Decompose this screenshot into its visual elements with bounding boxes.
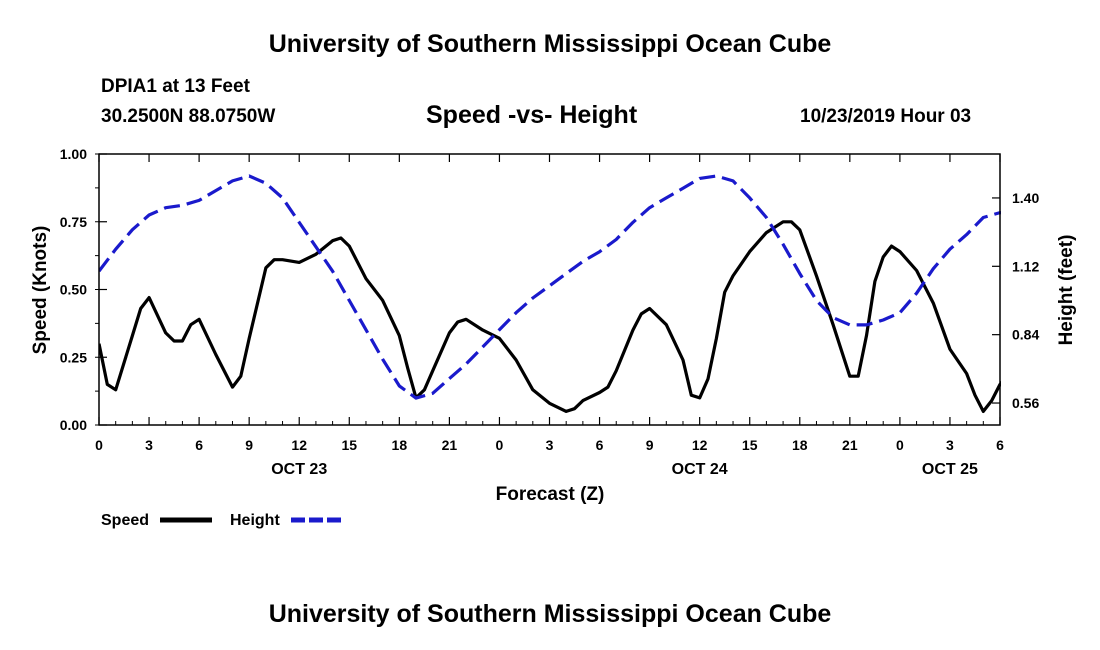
- y-tick-label: 0.00: [60, 417, 87, 433]
- x-tick-label: 9: [245, 437, 253, 453]
- x-tick-label: 6: [596, 437, 604, 453]
- footer-title: University of Southern Mississippi Ocean…: [268, 600, 832, 628]
- x-tick-label: 3: [946, 437, 954, 453]
- x-tick-label: 12: [291, 437, 307, 453]
- y-axis-label: Speed (Knots): [30, 226, 51, 355]
- x-day-label: OCT 24: [672, 461, 728, 478]
- x-tick-label: 18: [392, 437, 408, 453]
- x-tick-label: 3: [145, 437, 153, 453]
- y2-tick-label: 1.40: [1012, 190, 1039, 206]
- station-coordinates: 30.2500N 88.0750W: [101, 106, 276, 127]
- x-tick-label: 0: [896, 437, 904, 453]
- header-title: University of Southern Mississippi Ocean…: [268, 30, 832, 58]
- y2-axis-label: Height (feet): [1056, 235, 1077, 346]
- y-tick-label: 0.50: [60, 282, 87, 298]
- axes: 0 3 6 9 12 15 18 21 0 3 6 9 12 15 18 21 0 3 6 OCT 23 OCT 24 O…: [60, 146, 1040, 478]
- x-tick-label: 15: [341, 437, 357, 453]
- x-tick-label: 3: [546, 437, 554, 453]
- y2-tick-label: 0.84: [1012, 327, 1039, 343]
- legend: Speed Height: [101, 512, 343, 529]
- station-label: DPIA1 at 13 Feet: [101, 76, 250, 97]
- forecast-datetime: 10/23/2019 Hour 03: [800, 106, 972, 127]
- x-tick-label: 0: [496, 437, 504, 453]
- x-tick-label: 6: [195, 437, 203, 453]
- series-line-height: [99, 174, 1001, 400]
- x-tick-label: 12: [692, 437, 708, 453]
- series-line-speed: [99, 220, 1001, 413]
- x-day-label: OCT 25: [922, 461, 978, 478]
- y-tick-label: 1.00: [60, 146, 87, 162]
- x-tick-label: 0: [95, 437, 103, 453]
- x-tick-label: 21: [442, 437, 458, 453]
- x-day-label: OCT 23: [271, 461, 327, 478]
- y-tick-label: 0.75: [60, 214, 87, 230]
- x-axis-label: Forecast (Z): [496, 484, 605, 505]
- plot-frame: [98, 153, 1001, 426]
- x-tick-label: 18: [792, 437, 808, 453]
- chart-title: Speed -vs- Height: [426, 101, 638, 129]
- y2-tick-label: 0.56: [1012, 395, 1039, 411]
- legend-label-speed: Speed: [101, 512, 149, 529]
- x-tick-label: 21: [842, 437, 858, 453]
- series-layer: [99, 174, 1001, 413]
- legend-label-height: Height: [230, 512, 280, 529]
- y-tick-label: 0.25: [60, 349, 87, 365]
- x-tick-label: 9: [646, 437, 654, 453]
- x-tick-label: 15: [742, 437, 758, 453]
- y2-tick-label: 1.12: [1012, 258, 1039, 274]
- x-tick-label: 6: [996, 437, 1004, 453]
